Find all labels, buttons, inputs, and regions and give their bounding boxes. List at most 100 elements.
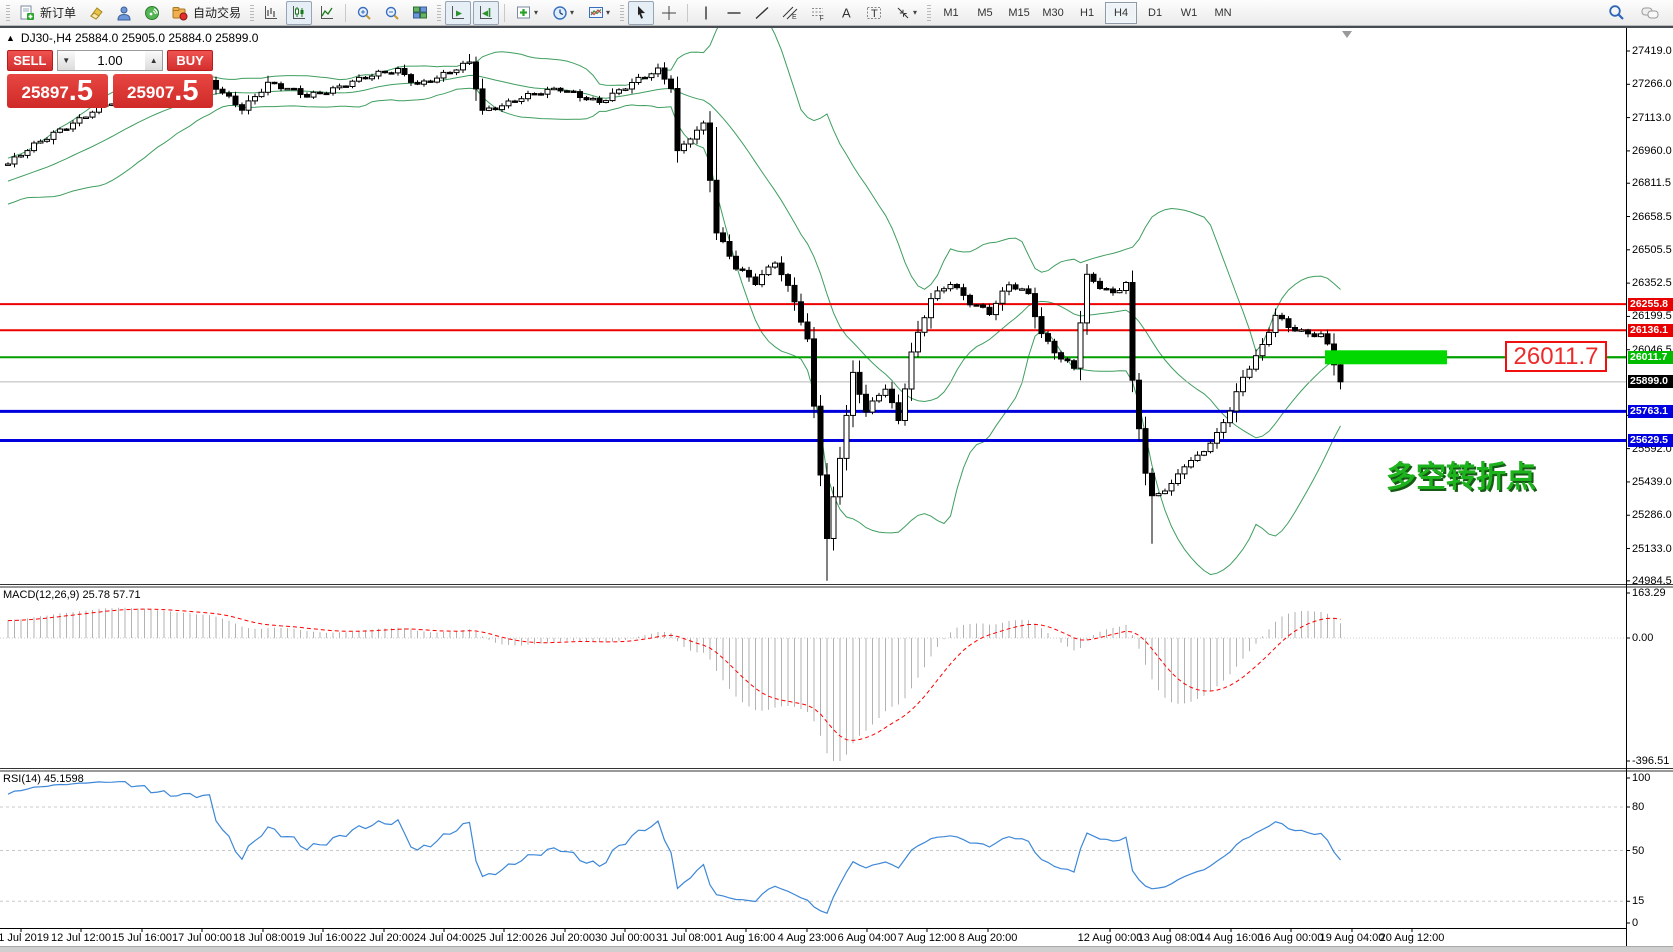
dropdown-arrow: ▾ [913, 8, 918, 17]
timeframe-button-mn[interactable]: MN [1214, 6, 1232, 19]
volume-increase-button[interactable]: ▲ [145, 50, 164, 71]
autotrading-button[interactable]: 自动交易 [166, 2, 247, 24]
tile-windows-button[interactable] [407, 1, 433, 25]
rsi-indicator-label: RSI(14) 45.1598 [3, 773, 84, 785]
toolbar-grip [6, 4, 10, 21]
timeframe-button-h4[interactable]: H4 [1105, 1, 1138, 24]
time-axis-label: 12 Aug 00:00 [1077, 932, 1143, 944]
text-icon: A [842, 5, 851, 20]
time-axis-label: 30 Jul 00:00 [595, 932, 655, 944]
chat-button[interactable] [1637, 1, 1663, 25]
price-axis-tick: 25133.0 [1632, 542, 1672, 555]
timeframe-button-m1[interactable]: M1 [943, 6, 959, 19]
price-axis-tick: 26352.5 [1632, 277, 1672, 290]
templates-dropdown[interactable]: ▾ [582, 1, 616, 25]
collapse-icon[interactable]: ▲ [6, 33, 15, 43]
signal-icon [145, 5, 160, 20]
autotrading-label: 自动交易 [193, 6, 242, 20]
zoom-out-icon [385, 6, 399, 20]
search-button[interactable] [1603, 1, 1629, 25]
sell-price-fraction: .5 [68, 75, 93, 107]
eraser-button[interactable] [83, 1, 109, 25]
timeframe-toolbar: M1 M5 M15 M30 H1 H4 D1 W1 MN [934, 1, 1240, 24]
line-chart-button[interactable] [314, 1, 340, 25]
symbol-ohlc-text: DJ30-,H4 25884.0 25905.0 25884.0 25899.0 [20, 31, 259, 45]
timeframe-button-h1[interactable]: H1 [1080, 6, 1095, 19]
price-axis-tick: 26960.0 [1632, 144, 1672, 157]
tile-windows-icon [413, 6, 428, 18]
zoom-out-button[interactable] [379, 1, 405, 25]
person-icon [117, 6, 131, 20]
auto-scroll-button[interactable] [445, 0, 472, 25]
timeframe-button-m5[interactable]: M5 [977, 6, 993, 19]
toolbar-grip [620, 4, 625, 21]
line-chart-icon [321, 5, 334, 19]
time-axis-label: 14 Aug 16:00 [1198, 932, 1264, 944]
price-axis-tick: 26658.5 [1632, 210, 1672, 223]
price-line-label: 26255.8 [1628, 297, 1673, 311]
price-axis-tick: 25286.0 [1632, 509, 1672, 522]
time-axis-label: 25 Jul 12:00 [474, 932, 534, 944]
arrows-dropdown[interactable]: ▾ [889, 1, 923, 25]
toolbar-separator [345, 3, 347, 22]
toolbar-grip [250, 4, 255, 21]
zoom-in-button[interactable] [351, 1, 377, 25]
time-axis-label: 15 Jul 16:00 [112, 932, 172, 944]
time-axis-label: 7 Aug 12:00 [897, 932, 957, 944]
vertical-line-icon [705, 6, 707, 19]
signals-button[interactable] [139, 1, 165, 25]
trendline-button[interactable] [749, 1, 775, 25]
toolbar-separator [504, 3, 506, 22]
new-order-button[interactable]: 新订单 [13, 2, 82, 24]
equidistant-channel-button[interactable]: E [777, 1, 803, 25]
price-annotation-box[interactable]: 26011.7 [1505, 341, 1607, 372]
timeframe-button-m30[interactable]: M30 [1042, 6, 1064, 19]
sell-price-main: 25897 [21, 83, 69, 102]
timeframe-button-m15[interactable]: M15 [1008, 6, 1030, 19]
buy-button[interactable]: BUY [167, 50, 213, 71]
crosshair-button[interactable] [656, 1, 682, 25]
crosshair-icon [662, 5, 677, 20]
sell-price[interactable]: 25897 .5 [7, 74, 108, 108]
volume-decrease-button[interactable]: ▼ [56, 50, 75, 71]
fibonacci-button[interactable]: F [805, 1, 831, 25]
volume-input[interactable]: 1.00 [74, 50, 146, 71]
price-axis-tick: 26505.5 [1632, 243, 1672, 256]
text-label-button[interactable]: T [861, 1, 887, 25]
new-order-label: 新订单 [40, 6, 77, 20]
svg-text:E: E [792, 14, 797, 21]
dropdown-arrow: ▾ [534, 8, 539, 17]
horizontal-line-icon [727, 11, 741, 14]
time-axis-label: 13 Aug 08:00 [1137, 932, 1203, 944]
buy-price-main: 25907 [127, 83, 175, 102]
cn-annotation-text[interactable]: 多空转折点 [1386, 460, 1536, 495]
rsi-axis-tick: 100 [1632, 772, 1651, 784]
indicators-icon [517, 6, 531, 18]
time-axis-label: 19 Aug 04:00 [1319, 932, 1385, 944]
community-button[interactable] [111, 1, 137, 25]
sell-button[interactable]: SELL [7, 50, 53, 71]
dropdown-arrow: ▾ [606, 8, 611, 17]
timeframe-button-w1[interactable]: W1 [1180, 6, 1198, 19]
autotrading-icon [172, 6, 188, 20]
indicators-dropdown[interactable]: ▾ [510, 1, 544, 25]
macd-axis-tick: 163.29 [1632, 587, 1666, 599]
chart-title: ▲ DJ30-,H4 25884.0 25905.0 25884.0 25899… [6, 31, 258, 45]
bar-chart-button[interactable] [258, 1, 284, 25]
cursor-button[interactable] [628, 0, 655, 25]
toolbar-right [1602, 1, 1670, 25]
bar-chart-icon [265, 5, 278, 19]
buy-price[interactable]: 25907 .5 [112, 74, 213, 108]
price-axis-tick: 26811.5 [1632, 177, 1671, 190]
cursor-icon [638, 5, 646, 19]
vertical-line-button[interactable] [693, 1, 719, 25]
window-edge [0, 26, 1673, 28]
timeframe-button-d1[interactable]: D1 [1148, 6, 1163, 19]
candlestick-button[interactable] [286, 0, 313, 25]
horizontal-line-button[interactable] [721, 1, 747, 25]
price-axis-tick: 27266.0 [1632, 78, 1672, 91]
chart-shift-button[interactable] [473, 0, 500, 25]
periods-dropdown[interactable]: ▾ [546, 1, 580, 25]
text-button[interactable]: A [833, 1, 859, 25]
